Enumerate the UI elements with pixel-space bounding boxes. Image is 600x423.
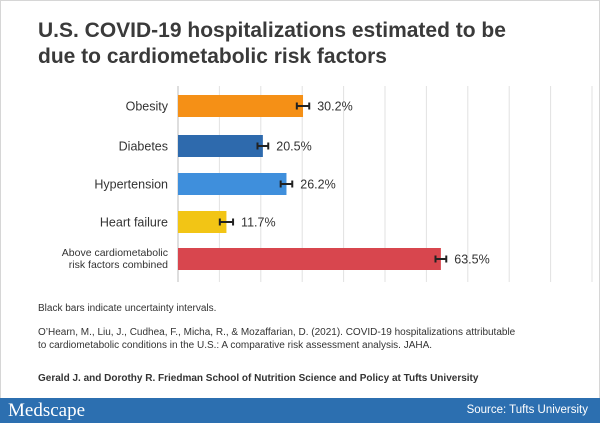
value-label: 11.7% — [241, 216, 276, 230]
category-label-line: risk factors combined — [69, 259, 168, 271]
source-credit: Source: Tufts University — [466, 404, 588, 416]
bar-chart: Obesity 30.2% Diabetes 20.5% Hypertension 26.… — [62, 86, 593, 282]
medscape-logo[interactable]: Medscape — [8, 400, 86, 421]
uncertainty-note: Black bars indicate uncertainty interval… — [38, 303, 217, 314]
bar — [178, 173, 287, 195]
category-label: Hypertension — [94, 178, 168, 192]
category-label: Obesity — [126, 100, 169, 114]
bar — [178, 248, 441, 270]
chart-title-line: U.S. COVID-19 hospitalizations estimated… — [38, 19, 506, 42]
bar — [178, 211, 227, 233]
value-label: 26.2% — [300, 178, 335, 192]
bar — [178, 95, 304, 117]
citation-line: to cardiometabolic conditions in the U.S… — [38, 340, 433, 351]
citation-line: O’Hearn, M., Liu, J., Cudhea, F., Micha,… — [38, 327, 516, 338]
footer-bar: Medscape Source: Tufts University — [0, 398, 600, 423]
bar — [178, 135, 263, 157]
category-label: Above cardiometabolic risk factors combin… — [62, 247, 168, 271]
category-label: Diabetes — [119, 140, 168, 154]
chart-title: U.S. COVID-19 hospitalizations estimated… — [38, 18, 578, 70]
category-label-line: Above cardiometabolic — [62, 247, 168, 259]
chart-title-line: due to cardiometabolic risk factors — [38, 45, 387, 68]
institution-credit: Gerald J. and Dorothy R. Friedman School… — [38, 373, 479, 384]
value-label: 63.5% — [454, 253, 489, 267]
category-label: Heart failure — [100, 216, 168, 230]
citation: O’Hearn, M., Liu, J., Cudhea, F., Micha,… — [38, 326, 558, 352]
value-label: 30.2% — [317, 100, 352, 114]
value-label: 20.5% — [276, 140, 311, 154]
